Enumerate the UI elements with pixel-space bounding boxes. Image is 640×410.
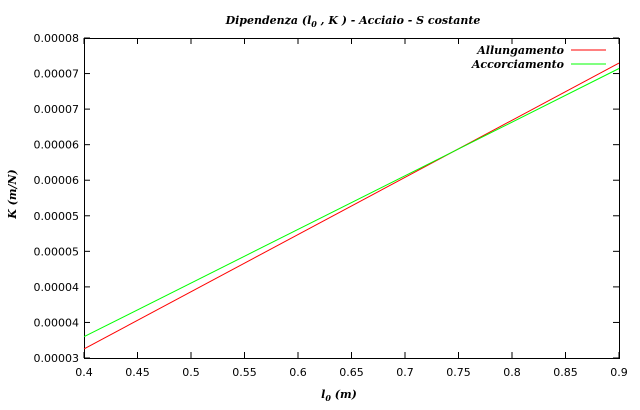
legend-label: Accorciamento (471, 58, 564, 71)
x-tick-label: 0.8 (503, 366, 521, 379)
x-tick-label: 0.45 (125, 366, 150, 379)
x-axis-ticks: 0.4 0.45 0.5 0.55 0.6 0.65 0.7 0.75 0.8 0.85 0.9 (75, 38, 628, 379)
y-tick-label: 0.00008 (34, 32, 80, 45)
y-tick-label: 0.00006 (34, 139, 80, 152)
x-tick-label: 0.55 (232, 366, 257, 379)
y-tick-label: 0.00005 (34, 245, 80, 258)
series-group (83, 62, 620, 350)
y-tick-label: 0.00007 (34, 68, 80, 81)
y-tick-label: 0.00005 (34, 210, 80, 223)
x-tick-label: 0.5 (182, 366, 200, 379)
series-line-accorciamento (83, 68, 620, 338)
y-tick-label: 0.00004 (34, 316, 80, 329)
x-tick-label: 0.85 (553, 366, 578, 379)
y-axis-ticks: 0.00003 0.00004 0.00004 0.00005 0.00005 0.000… (34, 32, 619, 365)
chart-title: Dipendenza (l0 , K ) - Acciaio - S costa… (225, 14, 481, 29)
x-tick-label: 0.4 (75, 366, 93, 379)
series-line-allungamento (83, 62, 620, 350)
y-tick-label: 0.00004 (34, 281, 80, 294)
legend-label: Allungamento (476, 44, 564, 57)
x-axis-label: l0 (m) (321, 388, 357, 403)
x-tick-label: 0.7 (396, 366, 414, 379)
x-tick-label: 0.6 (289, 366, 307, 379)
y-axis-label: K (m/N) (6, 169, 19, 220)
y-tick-label: 0.00007 (34, 103, 80, 116)
x-tick-label: 0.9 (610, 366, 628, 379)
y-tick-label: 0.00006 (34, 174, 80, 187)
x-tick-label: 0.65 (339, 366, 364, 379)
x-tick-label: 0.75 (446, 366, 471, 379)
plot-area (84, 38, 620, 359)
y-tick-label: 0.00003 (34, 352, 80, 365)
